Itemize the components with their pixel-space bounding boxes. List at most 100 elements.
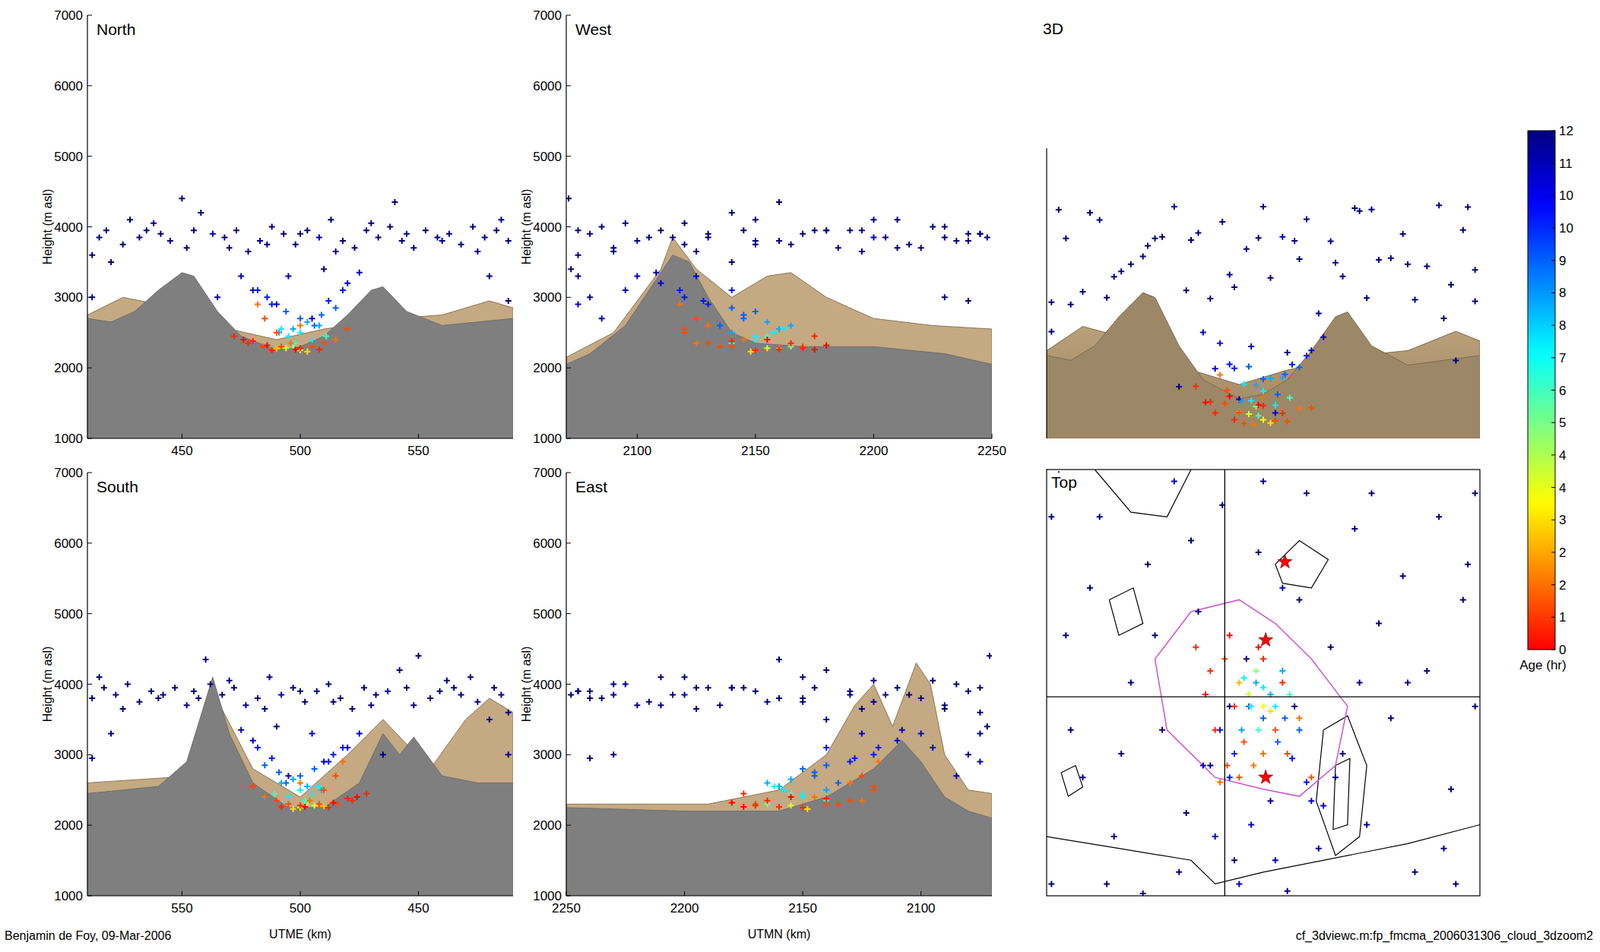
y-tick-label: 5000 <box>532 607 562 622</box>
particle <box>1296 596 1303 603</box>
particle <box>124 681 131 688</box>
particle <box>941 234 948 241</box>
particle <box>1226 774 1233 781</box>
colorbar-tick-label: 7 <box>1558 351 1566 366</box>
particle <box>1435 202 1442 209</box>
particle <box>976 231 983 238</box>
particle <box>1111 833 1118 840</box>
particle <box>273 723 280 730</box>
particle <box>427 695 434 702</box>
particle <box>1400 573 1407 580</box>
particle <box>313 688 320 695</box>
particle <box>1412 869 1419 876</box>
particle <box>245 248 252 255</box>
particle <box>858 730 865 737</box>
particle <box>136 699 143 706</box>
particle <box>486 272 493 279</box>
y-tick <box>87 613 92 615</box>
particle <box>112 691 119 698</box>
y-axis-title: Height (m asl) <box>519 189 533 266</box>
plot-area <box>566 195 992 439</box>
particle <box>1387 715 1395 722</box>
particle <box>676 287 683 294</box>
particle <box>226 244 233 251</box>
particle <box>316 346 323 353</box>
particle <box>705 322 712 329</box>
particle <box>304 319 311 326</box>
star <box>1277 554 1293 569</box>
particle <box>1368 206 1376 213</box>
particle <box>566 195 572 202</box>
particle <box>1327 644 1334 651</box>
particle <box>1067 301 1075 308</box>
colorbar-tick-label: 2 <box>1558 545 1566 561</box>
particle <box>327 216 334 223</box>
y-tick-label: 1000 <box>53 431 83 447</box>
particle <box>1067 727 1075 734</box>
particle <box>728 259 736 266</box>
particle <box>693 706 700 713</box>
particle <box>858 773 865 780</box>
particle <box>316 801 323 808</box>
particle <box>799 674 806 681</box>
particle <box>728 304 736 311</box>
particle <box>148 688 155 695</box>
background-terrain <box>566 663 992 897</box>
particle <box>285 272 292 279</box>
particle <box>681 241 688 248</box>
particle <box>386 224 393 231</box>
particle <box>740 790 747 797</box>
particle <box>1289 361 1296 368</box>
particle <box>1272 703 1279 710</box>
particle <box>622 287 629 294</box>
particle <box>870 234 877 241</box>
colorbar-tick <box>1551 389 1556 391</box>
particle <box>728 343 736 350</box>
particle <box>811 332 818 340</box>
colorbar-tick-label: 12 <box>1558 123 1574 139</box>
particle <box>384 688 391 695</box>
particle <box>976 709 983 717</box>
particle <box>88 695 96 702</box>
particle <box>316 322 323 329</box>
particle <box>339 237 346 244</box>
particle <box>894 216 901 223</box>
y-tick-label: 3000 <box>532 290 562 305</box>
particle <box>136 234 143 241</box>
particle <box>218 691 225 698</box>
colorbar-tick-label: 8 <box>1558 285 1566 301</box>
particle <box>693 340 700 347</box>
particle <box>1315 845 1322 853</box>
particle <box>320 340 327 347</box>
particle <box>120 706 127 713</box>
particle <box>1260 203 1267 210</box>
particle <box>858 248 865 255</box>
particle <box>776 237 783 244</box>
particle <box>1272 727 1279 734</box>
particle <box>474 248 481 255</box>
y-tick <box>566 472 571 474</box>
particle <box>363 790 370 797</box>
terrain <box>87 272 514 439</box>
particle <box>290 326 297 333</box>
particle <box>610 248 617 255</box>
particle <box>941 706 948 713</box>
particle <box>250 738 257 745</box>
particle <box>254 695 261 702</box>
particle <box>1241 738 1248 745</box>
particle <box>250 338 257 345</box>
panel-title: Top <box>1051 473 1078 492</box>
particle <box>870 216 877 223</box>
particle <box>1245 411 1252 418</box>
particle <box>1375 256 1382 263</box>
particle <box>96 674 103 681</box>
particle <box>1351 525 1358 533</box>
particle <box>929 744 936 751</box>
particle <box>633 272 640 279</box>
particle <box>1320 803 1327 810</box>
particle <box>183 702 191 709</box>
x-tick <box>418 434 419 439</box>
particle <box>1267 708 1274 715</box>
particle <box>835 801 842 808</box>
particle <box>278 343 285 350</box>
